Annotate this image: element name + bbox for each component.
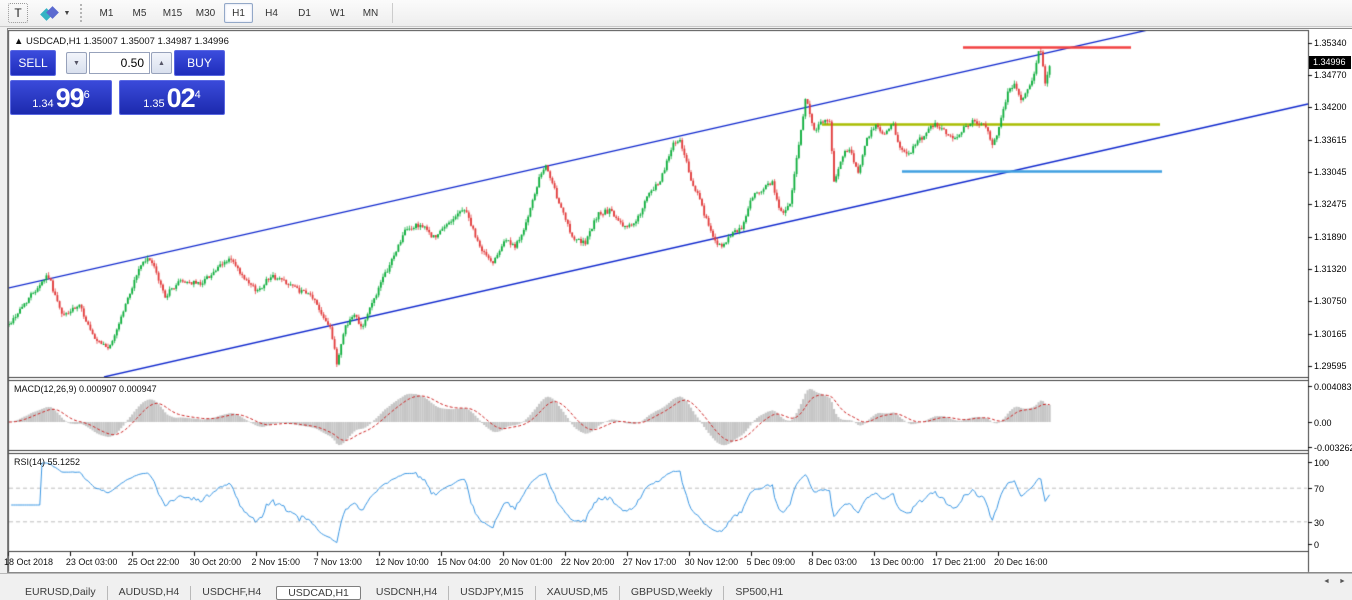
rsi-indicator-label: RSI(14) 55.1252: [14, 457, 81, 467]
rsi-axis-label: 100: [1314, 458, 1330, 468]
volume-increase-button[interactable]: ▲: [151, 52, 172, 74]
time-axis-label: 30 Nov 12:00: [684, 557, 739, 567]
buy-price-box[interactable]: 1.35 02 4: [119, 80, 225, 115]
time-axis-label: 7 Nov 13:00: [313, 557, 362, 567]
rsi-axis-label: 70: [1314, 484, 1325, 494]
current-price-badge: 1.34996: [1309, 56, 1351, 70]
ohlc-info-line: ▲ USDCAD,H1 1.35007 1.35007 1.34987 1.34…: [14, 36, 229, 47]
time-axis-label: 20 Nov 01:00: [499, 557, 553, 567]
time-axis-label: 23 Oct 03:00: [65, 557, 118, 567]
sell-price-sup: 6: [83, 89, 90, 101]
volume-input[interactable]: [89, 52, 150, 74]
price-axis-label: 1.33045: [1314, 166, 1347, 177]
macd-axis-label: -0.003262: [1314, 443, 1352, 453]
time-axis-label: 5 Dec 09:00: [746, 557, 796, 567]
buy-price-big: 02: [166, 83, 196, 113]
time-axis-label: 27 Nov 17:00: [622, 557, 677, 567]
one-click-trade-panel: SELL ▼ ▲ BUY 1.34 99 6 1.35 02 4: [10, 50, 225, 115]
price-axis-label: 1.30750: [1314, 295, 1347, 306]
price-axis-label: 1.31320: [1314, 263, 1347, 274]
macd-axis-label: 0.00: [1314, 418, 1332, 428]
time-axis-label: 8 Dec 03:00: [808, 557, 857, 567]
macd-axis-label: 0.004083: [1314, 382, 1352, 392]
buy-button[interactable]: BUY: [174, 50, 225, 76]
volume-decrease-button[interactable]: ▼: [66, 52, 87, 74]
buy-price-prefix: 1.35: [143, 98, 165, 110]
time-axis-label: 2 Nov 15:00: [251, 557, 301, 567]
sell-price-big: 99: [55, 83, 85, 113]
sell-price-prefix: 1.34: [32, 98, 54, 110]
time-axis-label: 20 Dec 16:00: [994, 557, 1048, 567]
time-axis-label: 30 Oct 20:00: [189, 557, 242, 567]
rsi-axis-label: 0: [1314, 540, 1320, 550]
ohlc-text: USDCAD,H1 1.35007 1.35007 1.34987 1.3499…: [26, 36, 229, 47]
sell-price-box[interactable]: 1.34 99 6: [10, 80, 112, 115]
macd-indicator-label: MACD(12,26,9) 0.000907 0.000947: [14, 384, 157, 394]
sell-button[interactable]: SELL: [10, 50, 56, 76]
time-axis-label: 17 Dec 21:00: [932, 557, 986, 567]
price-axis-label: 1.35340: [1314, 38, 1347, 48]
time-axis-label: 12 Nov 10:00: [375, 557, 429, 567]
time-axis-label: 15 Nov 04:00: [437, 557, 491, 567]
price-axis-label: 1.30165: [1314, 328, 1347, 339]
rsi-axis-label: 30: [1314, 518, 1325, 528]
time-axis-label: 25 Oct 22:00: [127, 557, 180, 567]
collapse-triangle-icon: ▲: [14, 36, 24, 47]
price-axis-label: 1.34200: [1314, 101, 1347, 112]
time-axis-label: 18 Oct 2018: [4, 557, 54, 567]
price-axis-label: 1.32475: [1314, 198, 1347, 209]
price-axis-label: 1.33615: [1314, 134, 1347, 145]
price-axis-label: 1.34770: [1314, 69, 1347, 80]
time-axis-label: 22 Nov 20:00: [560, 557, 615, 567]
time-axis-label: 13 Dec 00:00: [870, 557, 924, 567]
price-axis-label: 1.29595: [1314, 360, 1347, 371]
buy-price-sup: 4: [194, 89, 201, 101]
price-axis-label: 1.31890: [1314, 231, 1347, 242]
